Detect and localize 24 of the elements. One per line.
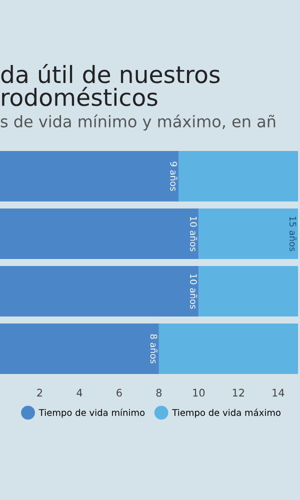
x-tick-label: 8 (156, 388, 162, 397)
x-tick-label: 4 (76, 388, 82, 397)
bar (0, 208, 199, 260)
x-tick-label: 12 (232, 388, 244, 397)
data-label: 9 años (170, 162, 178, 191)
bar (0, 323, 159, 374)
bar (0, 150, 179, 202)
x-tick-label: 14 (272, 388, 284, 397)
data-label: 10 años (190, 216, 198, 252)
chart-subtitle: s de vida mínimo y máximo, en añ (0, 114, 276, 131)
total-label: 15 años (289, 216, 297, 252)
data-label: 8 años (150, 334, 158, 364)
legend-label: Tiempo de vida mínimo (38, 408, 145, 418)
data-label: 10 años (190, 274, 198, 309)
bar (198, 266, 298, 317)
x-tick-label: 2 (37, 388, 42, 397)
x-tick-label: 10 (193, 388, 205, 397)
bar (198, 208, 298, 260)
legend-label: Tiempo de vida máximo (172, 408, 280, 418)
bar (0, 266, 199, 317)
chart-title: da útil de nuestros rodomésticos (1, 64, 220, 106)
bar (158, 323, 298, 374)
bar (178, 150, 298, 202)
x-tick-label: 6 (116, 388, 122, 397)
